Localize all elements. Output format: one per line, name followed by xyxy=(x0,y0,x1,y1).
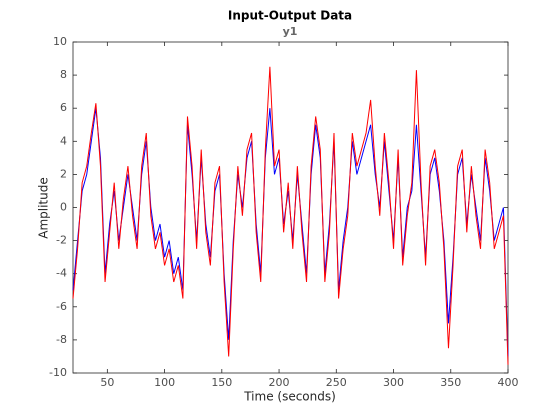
x-axis-label: Time (seconds) xyxy=(243,390,336,404)
y-tick-label: -8 xyxy=(56,333,67,346)
y-tick-label: -2 xyxy=(56,234,67,247)
y-tick-label: 10 xyxy=(53,35,67,48)
x-tick-label: 150 xyxy=(211,376,232,389)
x-tick-label: 50 xyxy=(100,376,114,389)
data-line xyxy=(72,66,509,365)
y-tick-label: 6 xyxy=(60,101,67,114)
x-tick-label: 300 xyxy=(383,376,404,389)
y-tick-label: 2 xyxy=(60,167,67,180)
x-tick-label: 350 xyxy=(440,376,461,389)
x-tick-label: 200 xyxy=(269,376,290,389)
x-tick-label: 100 xyxy=(154,376,175,389)
y-tick-label: 8 xyxy=(60,68,67,81)
chart-subtitle: y1 xyxy=(283,25,298,38)
y-tick-label: 4 xyxy=(60,134,67,147)
y-tick-label: -6 xyxy=(56,300,67,313)
y-tick-label: -4 xyxy=(56,267,67,280)
y-axis-label: Amplitude xyxy=(37,177,51,239)
y-tick-label: -10 xyxy=(49,366,67,379)
y-tick-label: 0 xyxy=(60,201,67,214)
x-tick-label: 400 xyxy=(498,376,519,389)
chart-title: Input-Output Data xyxy=(228,9,352,23)
axes-box xyxy=(72,41,509,374)
x-tick-label: 250 xyxy=(326,376,347,389)
